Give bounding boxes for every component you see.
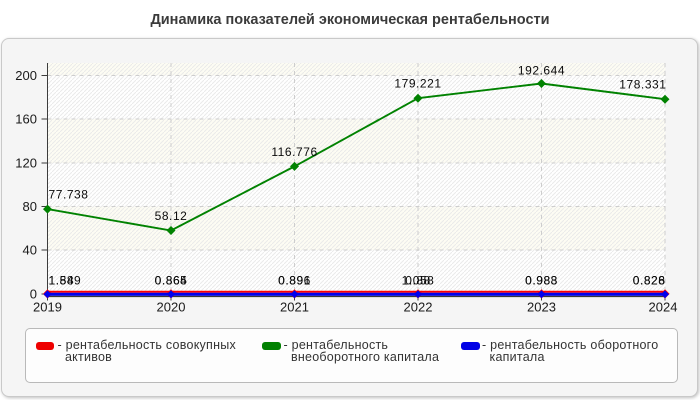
svg-text:2022: 2022 (404, 300, 433, 315)
svg-text:0.828: 0.828 (633, 274, 666, 288)
svg-text:2023: 2023 (527, 300, 556, 315)
svg-text:160: 160 (15, 112, 37, 127)
svg-text:2024: 2024 (649, 300, 678, 315)
svg-text:0.865: 0.865 (155, 274, 188, 288)
svg-text:40: 40 (23, 243, 37, 258)
svg-text:178.331: 178.331 (619, 78, 666, 92)
svg-text:120: 120 (15, 156, 37, 171)
svg-text:0.864: 0.864 (155, 274, 188, 288)
svg-text:0.891: 0.891 (278, 274, 311, 288)
svg-text:0.826: 0.826 (633, 274, 666, 288)
svg-text:192.644: 192.644 (518, 64, 565, 78)
svg-text:0: 0 (30, 287, 37, 302)
svg-text:2021: 2021 (280, 300, 309, 315)
svg-text:2019: 2019 (33, 300, 62, 315)
svg-text:200: 200 (15, 68, 37, 83)
svg-text:0.988: 0.988 (525, 274, 558, 288)
svg-text:0.896: 0.896 (278, 274, 311, 288)
svg-text:1.058: 1.058 (402, 274, 435, 288)
svg-text:58.12: 58.12 (155, 209, 188, 223)
svg-text:1.58: 1.58 (49, 274, 75, 288)
svg-text:77.738: 77.738 (49, 188, 89, 202)
svg-text:0.983: 0.983 (525, 274, 558, 288)
svg-text:116.776: 116.776 (271, 145, 317, 159)
svg-text:1.849: 1.849 (49, 274, 82, 288)
svg-text:179.221: 179.221 (394, 77, 441, 91)
svg-text:80: 80 (23, 199, 37, 214)
svg-text:2020: 2020 (157, 300, 186, 315)
svg-text:0.88: 0.88 (405, 274, 431, 288)
